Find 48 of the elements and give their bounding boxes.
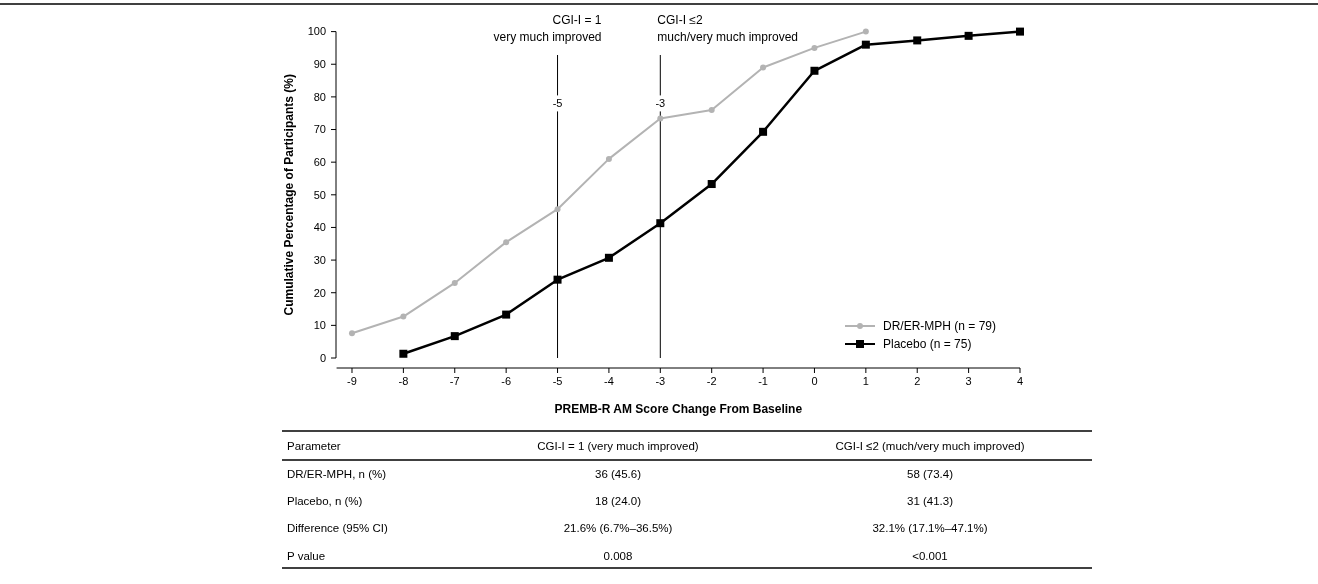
y-tick-label: 80 [313, 90, 326, 103]
text: Parameter [287, 440, 341, 453]
x-tick-label: 2 [914, 375, 921, 387]
y-tick-label: 20 [313, 286, 326, 299]
x-tick-label: 0 [811, 375, 818, 387]
y-tick-label: 0 [319, 351, 326, 364]
text: 31 (41.3) [906, 495, 954, 508]
y-tick-label: 50 [313, 188, 326, 201]
ref-line-label: -5 [552, 97, 563, 110]
y-tick-label: 100 [307, 25, 326, 38]
ref-line-label: -3 [655, 97, 666, 110]
y-tick-label: 60 [313, 156, 326, 169]
text: CGI-I = 1 (very much improved) [537, 440, 699, 453]
x-tick-label: 3 [965, 375, 972, 387]
x-tick-label: -8 [398, 375, 409, 387]
y-tick-label: 40 [313, 221, 326, 234]
y-tick-label: 70 [313, 123, 326, 136]
y-tick-label: 90 [313, 58, 326, 71]
text: CGI-I ≤2 (much/very much improved) [835, 440, 1025, 453]
text: DR/ER-MPH, n (%) [287, 468, 387, 481]
x-tick-label: -7 [449, 375, 460, 387]
text: P value [287, 550, 326, 563]
x-tick-label: -5 [552, 375, 563, 387]
x-tick-label: 1 [862, 375, 869, 387]
text: Difference (95% CI) [287, 522, 388, 535]
x-tick-label: -4 [604, 375, 614, 387]
x-tick-label: -3 [655, 375, 666, 387]
x-tick-label: -1 [758, 375, 768, 387]
text: 0.008 [603, 550, 633, 563]
text: 21.6% (6.7%–36.5%) [563, 522, 673, 535]
text: 32.1% (17.1%–47.1%) [872, 522, 988, 535]
legend-label: Placebo (n = 75) [883, 337, 972, 352]
text: 58 (73.4) [906, 468, 954, 481]
text: 18 (24.0) [594, 495, 642, 508]
annotation: CGI-I = 1 very much improved [493, 13, 602, 44]
text: <0.001 [912, 550, 948, 563]
x-axis-title: PREMB-R AM Score Change From Baseline [554, 402, 803, 416]
text: 36 (45.6) [594, 468, 642, 481]
annotation: CGI-I ≤2 much/very much improved [657, 13, 799, 44]
x-tick-label: 4 [1016, 375, 1024, 387]
y-axis-title: Cumulative Percentage of Participants (%) [282, 74, 296, 316]
y-tick-label: 30 [313, 253, 326, 266]
x-tick-label: -9 [347, 375, 357, 387]
x-tick-label: -2 [706, 375, 717, 387]
y-tick-label: 10 [313, 319, 326, 332]
text: Placebo, n (%) [287, 495, 363, 508]
legend-label: DR/ER-MPH (n = 79) [883, 319, 997, 334]
x-tick-label: -6 [501, 375, 512, 387]
